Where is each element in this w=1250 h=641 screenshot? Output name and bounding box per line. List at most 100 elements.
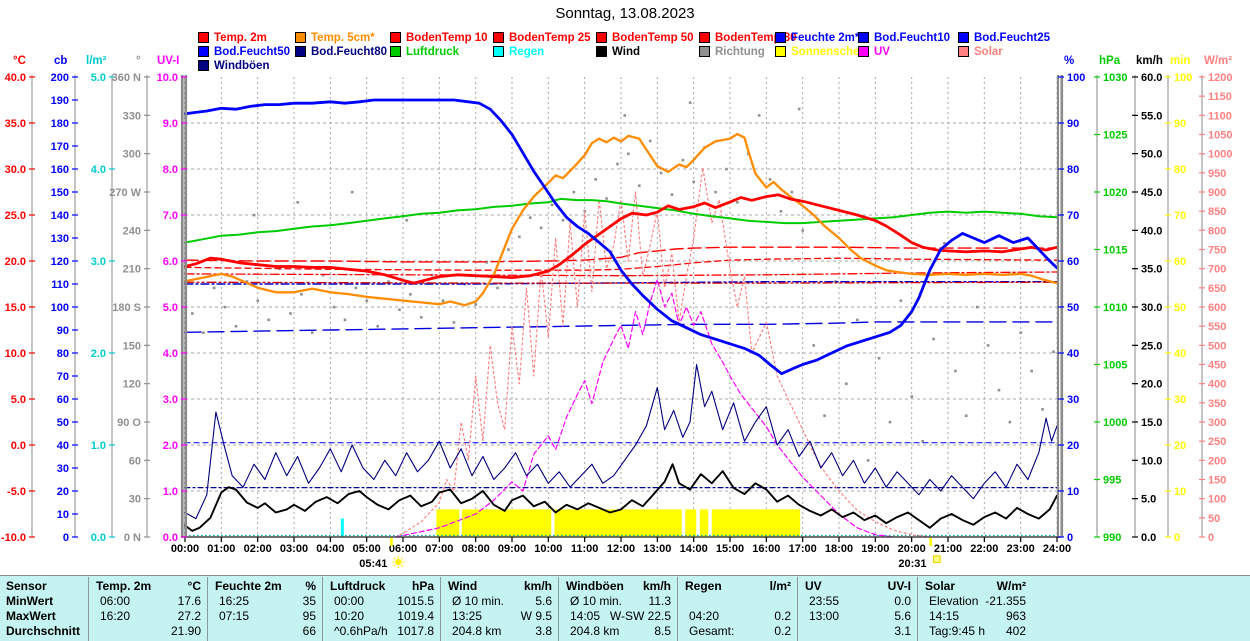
wind-direction-dot [365,299,369,303]
legend-item-temp-5cm-: Temp. 5cm* [295,31,375,44]
legend-label: Bod.Feucht10 [874,31,951,44]
sunrise-time-label: 05:41 [359,558,387,570]
wind-direction-dot [354,286,358,290]
page-title: Sonntag, 13.08.2023 [555,5,695,22]
sunshine-bar [554,509,682,537]
sunset-tick [929,538,932,546]
series-uv [395,278,895,538]
table-cell-time: 13:25 [452,609,483,623]
axis-label: 1150 [1208,91,1232,103]
legend-label: BodenTemp 10 [406,31,488,44]
axis-label: 240 [123,225,141,237]
table-sensor-name: Temp. 2m [96,579,152,593]
rain-bar [340,518,344,537]
axis-label: 70 [1067,210,1079,222]
axis-label: 140 [51,210,69,222]
legend-item-richtung: Richtung [699,45,765,58]
x-axis-hour-label: 01:00 [207,543,235,555]
sunshine-bar [699,509,709,537]
wind-direction-dot [398,308,401,311]
x-axis-hour-label: 08:00 [462,543,490,555]
table-cell-value: 0.0 [894,594,911,608]
axis-label: 160 [51,164,69,176]
wind-direction-dot [343,318,347,322]
table-sensor-name: Solar [925,579,956,593]
wind-direction-dot [496,286,499,290]
axis-label: 60 [1067,256,1079,268]
wind-direction-dot [692,180,696,184]
axis-label: 50 [1174,302,1186,314]
axis-label: 50 [1208,513,1220,525]
wind-direction-dot [405,218,409,222]
axis-label: 35.0 [5,118,26,130]
axis-label: 15.0 [1141,417,1162,429]
table-separator [88,577,89,641]
table-cell-value: 27.2 [177,609,201,623]
axis-label: 70 [1174,210,1186,222]
wind-direction-dot [670,193,674,196]
wind-direction-dot [605,197,608,200]
axis-unit-header: cb [54,55,67,67]
x-axis-hour-label: 18:00 [825,543,853,555]
table-cell-time: ^0.6hPa/h [334,624,388,638]
table-cell-time: Tag:9:45 h [929,624,986,638]
axis-label: 850 [1208,206,1226,218]
wind-direction-dot [387,280,390,283]
axis-label: 180 [51,118,69,130]
wind-direction-dot [234,324,238,328]
axis-label: 1030 [1103,72,1127,84]
axis-label: 60 [57,394,69,406]
axis-label: 50.0 [1141,149,1162,161]
table-cell-time: 07:15 [219,609,250,623]
axis-label: 150 [1208,475,1226,487]
axis-unit-header: °C [13,55,26,67]
axis-label: 7.0 [163,210,178,222]
wind-direction-dot [954,369,957,373]
series-windboeen [184,363,1058,520]
axis-label: 30 [57,463,69,475]
wind-direction-dot [223,305,227,309]
axis-label: 150 [51,187,69,199]
legend-item-bodentemp-50: BodenTemp 50 [596,31,694,44]
axis-label: 20.0 [1141,379,1162,391]
axis-label: 750 [1208,245,1226,257]
wind-direction-dot [725,167,728,171]
legend-label: Regen [509,45,545,58]
sunshine-bar [436,509,460,537]
wind-direction-dot [790,190,794,194]
legend-label: Solar [974,45,1003,58]
axis-label: 360 N [112,72,141,84]
wind-direction-dot [1041,408,1044,411]
axis-label: 30.0 [5,164,26,176]
axis-label: 50 [1067,302,1079,314]
axis-label: 1000 [1208,149,1232,161]
wind-direction-dot [932,337,935,341]
x-axis-hour-label: 11:00 [571,543,599,555]
axis-label: 650 [1208,283,1226,295]
wind-direction-dot [419,316,423,319]
legend-item-bod-feucht10: Bod.Feucht10 [858,31,950,44]
weather-chart: 40.0 35.0 30.0 25.0 20.0 15.0 10.0 5.0 0.0 -5.0 -1… [1,55,1233,570]
axis-label: 30 [129,494,141,506]
legend-swatch-icon [596,32,607,43]
table-cell-time: Elevation [929,594,979,608]
table-cell-value: 1019.4 [397,609,434,623]
wind-direction-dot [507,248,510,251]
x-axis-hour-label: 19:00 [861,543,889,555]
axis-label: 80 [1174,164,1186,176]
wind-direction-dot [964,414,968,418]
wind-direction-dot [659,171,663,175]
table-cell-time: 00:00 [334,594,365,608]
axis-label: 0 [1067,532,1073,544]
wind-direction-dot [1008,420,1012,424]
axis-label: 80 [57,348,69,360]
axis-label: 8.0 [163,164,178,176]
axis-label: 80 [1067,164,1079,176]
legend-label: Temp. 2m [214,31,267,44]
table-cell-time: Ø 10 min. [570,594,623,608]
table-cell-value: 11.3 [648,594,671,608]
legend-label: Luftdruck [406,45,460,58]
wind-direction-dot [550,203,554,207]
table-cell-value: 402 [1005,624,1026,638]
wind-direction-dot [855,318,859,322]
